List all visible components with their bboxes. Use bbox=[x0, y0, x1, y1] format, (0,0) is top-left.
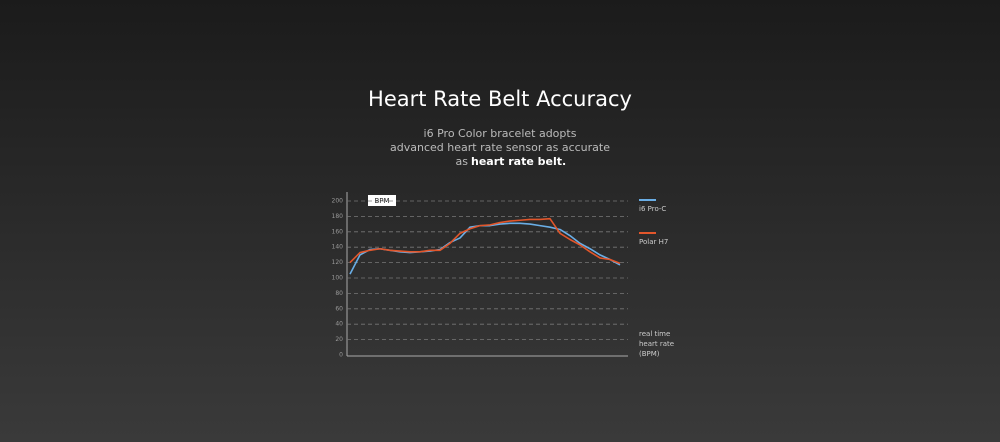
chart-title: Heart Rate Belt Accuracy bbox=[368, 87, 632, 111]
y-tick-label: 140 bbox=[332, 244, 344, 251]
y-tick-label: 40 bbox=[335, 321, 343, 328]
y-tick-label: 60 bbox=[335, 305, 343, 312]
series-line bbox=[349, 222, 621, 275]
y-axis-label: (BPM) bbox=[639, 350, 660, 358]
y-tick-label: 120 bbox=[332, 259, 344, 266]
y-axis-label: real time bbox=[639, 330, 670, 338]
y-tick-label: 0 bbox=[339, 352, 343, 359]
y-tick-label: 180 bbox=[332, 213, 344, 220]
legend-label: Polar H7 bbox=[639, 238, 668, 246]
y-tick-label: 160 bbox=[332, 228, 344, 235]
unit-tag-box bbox=[368, 195, 396, 206]
y-tick-label: 100 bbox=[332, 275, 344, 282]
subtitle: i6 Pro Color bracelet adopts bbox=[424, 127, 577, 140]
y-tick-label: 20 bbox=[335, 336, 343, 343]
subtitle: as bbox=[456, 155, 469, 168]
series-line bbox=[349, 217, 621, 265]
subtitle: advanced heart rate sensor as accurate bbox=[390, 141, 610, 154]
y-axis-label: heart rate bbox=[639, 340, 674, 348]
y-tick-label: 200 bbox=[332, 198, 344, 205]
legend-label: i6 Pro-C bbox=[639, 205, 666, 213]
y-tick-label: 80 bbox=[335, 290, 343, 297]
subtitle-bold: heart rate belt. bbox=[471, 155, 566, 168]
